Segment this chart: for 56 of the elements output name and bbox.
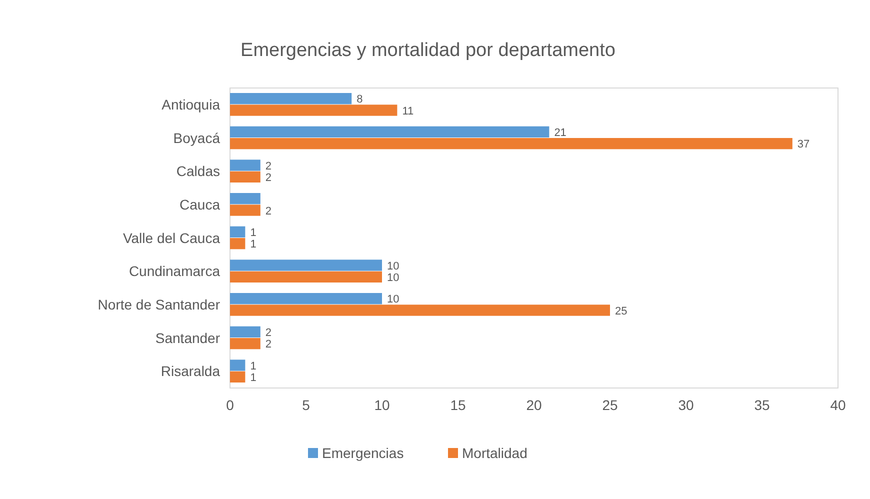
- x-tick-label: 15: [450, 397, 466, 413]
- data-label: 2: [265, 172, 272, 184]
- bar: [230, 138, 792, 150]
- bar: [230, 104, 398, 116]
- data-label: 2: [265, 160, 272, 172]
- bar: [230, 293, 382, 304]
- bar: [230, 360, 246, 371]
- y-tick-label: Caldas: [176, 163, 220, 180]
- bar: [230, 271, 382, 282]
- y-tick-label: Antioquia: [162, 96, 220, 113]
- data-label: 37: [797, 138, 810, 151]
- data-label: 10: [387, 260, 400, 272]
- x-tick-label: 30: [678, 397, 694, 413]
- y-tick-label: Norte de Santander: [98, 296, 220, 313]
- y-tick-label: Santander: [155, 330, 220, 346]
- legend-label: Mortalidad: [462, 444, 528, 461]
- y-tick-label: Cundinamarca: [128, 263, 220, 280]
- x-tick-label: 20: [526, 397, 542, 413]
- bar: [230, 371, 246, 382]
- bar: [230, 226, 246, 238]
- bar: [230, 193, 260, 204]
- y-tick-label: Boyacá: [173, 130, 220, 146]
- data-label: 25: [615, 305, 628, 318]
- x-tick-label: 10: [374, 397, 390, 413]
- y-tick-label: Risaralda: [160, 363, 220, 380]
- x-tick-label: 25: [602, 397, 618, 413]
- x-tick-label: 35: [754, 397, 770, 413]
- bar: [230, 204, 260, 216]
- bar: [230, 171, 260, 182]
- y-tick-label: Valle del Cauca: [122, 230, 220, 246]
- chart-title: Emergencias y mortalidad por departamento: [240, 40, 616, 61]
- data-label: 10: [387, 272, 400, 284]
- data-label: 2: [265, 205, 272, 218]
- data-label: 10: [387, 294, 400, 306]
- bar: [230, 260, 382, 271]
- bar: [230, 338, 260, 350]
- data-label: 2: [265, 338, 272, 351]
- data-label: 11: [402, 105, 414, 118]
- x-tick-label: 0: [226, 397, 234, 413]
- data-label: 1: [250, 360, 256, 372]
- bar: [230, 160, 260, 171]
- data-label: 2: [265, 327, 272, 340]
- data-label: 8: [356, 94, 363, 106]
- bar: [230, 304, 610, 316]
- data-label: 1: [250, 227, 256, 240]
- bar: [230, 326, 260, 338]
- bar: [230, 238, 246, 250]
- x-tick-label: 5: [302, 397, 310, 413]
- data-label: 1: [250, 372, 256, 384]
- bar: [230, 126, 550, 138]
- y-tick-label: Cauca: [180, 196, 220, 213]
- legend-label: Emergencias: [322, 444, 404, 461]
- data-label: 1: [250, 238, 256, 251]
- x-tick-label: 40: [830, 397, 846, 413]
- bar: [230, 93, 352, 104]
- data-label: 21: [554, 127, 566, 140]
